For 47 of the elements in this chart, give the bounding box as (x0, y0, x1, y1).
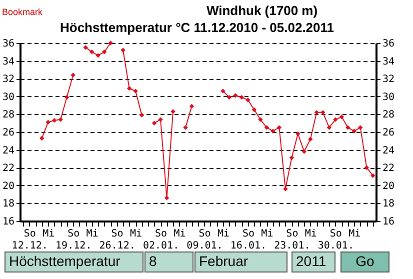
x-tick-label: Mi (217, 228, 230, 240)
y-tick-label: 30 (2, 92, 14, 103)
y2-tick-label: 18 (382, 198, 395, 210)
point (89, 50, 94, 54)
x-tick-label: Mi (130, 228, 142, 240)
y-tick-label: 16 (2, 216, 14, 228)
y-tick-label: 20 (2, 180, 14, 192)
x-tick-label: Mi (261, 228, 274, 240)
text: Höchsttemperatur (9, 253, 121, 269)
y2-tick-label: 16 (382, 216, 395, 228)
x-tick-label: Mi (348, 228, 361, 240)
text: Februar (199, 253, 248, 269)
y2-tick-label: 20 (382, 180, 395, 192)
chart-subtitle: Höchsttemperatur °C 11.12.2010 - 05.02.2011 (60, 20, 334, 35)
y2-tick-label: 26 (382, 128, 395, 138)
y2-tick-label: 24 (382, 145, 395, 156)
point (83, 45, 88, 50)
point (158, 117, 163, 122)
y-tick-label: 18 (2, 198, 14, 210)
y2-tick-label: 32 (382, 74, 395, 86)
y2-tick-label: 28 (382, 110, 395, 121)
y2-tick-label: 36 (382, 38, 395, 50)
text: 2011 (296, 253, 326, 269)
point (108, 40, 113, 46)
x-tick-label: Mi (174, 228, 186, 240)
point (152, 120, 157, 126)
text: 8 (149, 253, 157, 269)
y2-tick-label: 22 (382, 163, 395, 174)
x-tick-label: Mi (42, 228, 55, 240)
y-tick-label: 26 (2, 128, 14, 138)
text: Bookmark (2, 7, 44, 17)
x-tick-label: Mi (304, 228, 317, 240)
y-tick-label: 28 (2, 110, 14, 121)
point (170, 109, 176, 114)
y2-tick-label: 34 (382, 56, 395, 68)
y-tick-label: 24 (2, 145, 14, 156)
point (102, 50, 107, 54)
y-tick-label: 22 (2, 163, 14, 174)
x-tick-label: Mi (86, 228, 98, 240)
y-tick-label: 34 (2, 56, 14, 68)
text: Go (356, 253, 375, 269)
y-tick-label: 36 (2, 38, 14, 50)
point (164, 196, 170, 200)
point (96, 53, 100, 58)
y-tick-label: 32 (2, 74, 14, 86)
chart-title: Windhuk (1700 m) (206, 3, 318, 18)
y2-tick-label: 30 (382, 92, 395, 103)
